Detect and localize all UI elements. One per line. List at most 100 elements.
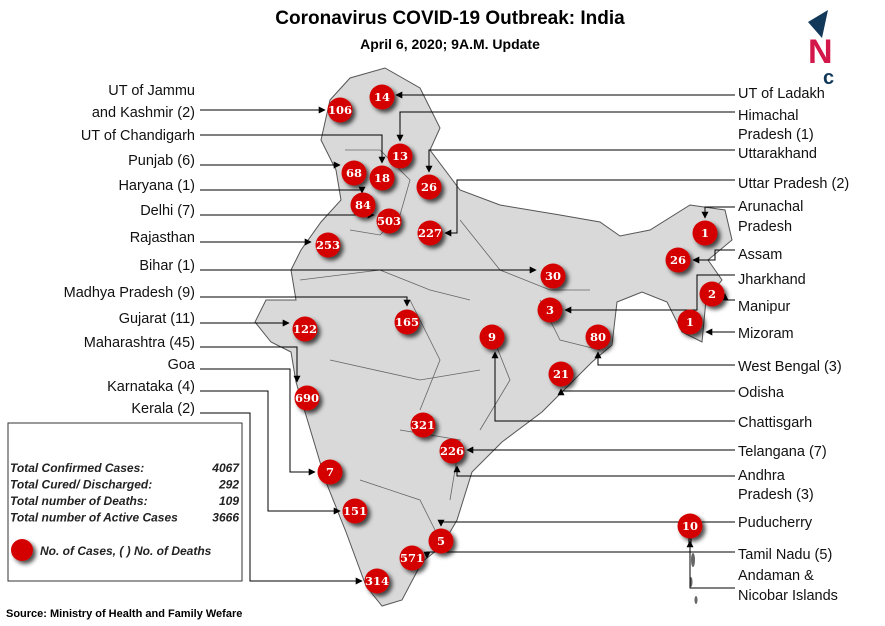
state-label-right: Odisha [738, 385, 785, 401]
case-marker: 503 [376, 208, 402, 234]
marker-circle-icon [410, 412, 436, 438]
marker-circle-icon [537, 297, 563, 323]
case-marker: 122 [292, 316, 318, 342]
case-count: 253 [316, 238, 340, 252]
marker-circle-icon [317, 459, 343, 485]
case-count: 314 [365, 574, 389, 588]
case-count: 3 [546, 303, 554, 317]
state-label-right: Arunachal [738, 199, 803, 215]
case-count: 2 [708, 287, 716, 301]
case-marker: 18 [369, 165, 395, 191]
case-marker: 2 [699, 281, 725, 307]
case-marker: 314 [364, 568, 390, 594]
case-marker: 226 [439, 438, 465, 464]
connector-arrow [453, 465, 735, 477]
case-count: 30 [545, 269, 561, 283]
case-count: 84 [355, 198, 371, 212]
case-marker: 151 [342, 498, 368, 524]
nc-logo: N c [808, 10, 834, 89]
state-label-left: Haryana (1) [118, 178, 195, 194]
case-count: 1 [686, 315, 694, 329]
case-marker: 30 [540, 263, 566, 289]
marker-circle-icon [294, 385, 320, 411]
state-label-right: Andhra [738, 468, 786, 484]
marker-circle-icon [548, 361, 574, 387]
summary-label: Total Cured/ Discharged: [10, 478, 152, 492]
marker-circle-icon [399, 545, 425, 571]
state-label-right: Mizoram [738, 326, 794, 342]
case-count: 503 [377, 214, 401, 228]
case-marker: 5 [428, 528, 454, 554]
state-label-left: UT of Chandigarh [81, 128, 195, 144]
case-marker: 10 [677, 513, 703, 539]
case-count: 151 [343, 504, 367, 518]
page-subtitle: April 6, 2020; 9A.M. Update [360, 36, 540, 52]
marker-circle-icon [416, 174, 442, 200]
case-count: 13 [392, 149, 408, 163]
case-marker: 7 [317, 459, 343, 485]
marker-circle-icon [699, 281, 725, 307]
state-label-left: UT of Jammu [108, 83, 195, 99]
state-label-right: Himachal [738, 108, 798, 124]
case-count: 122 [293, 322, 317, 336]
state-label-left: Karnataka (4) [107, 379, 195, 395]
marker-circle-icon [417, 220, 443, 246]
connector-arrow [200, 186, 366, 194]
case-marker: 84 [350, 192, 376, 218]
connector-arrow [692, 249, 735, 264]
state-label-right: Nicobar Islands [738, 588, 838, 604]
connector-arrow [200, 134, 386, 164]
state-label-left: Maharashtra (45) [84, 335, 195, 351]
case-count: 26 [421, 180, 437, 194]
state-label-right: Pradesh (1) [738, 127, 814, 143]
state-label-right: Assam [738, 247, 782, 263]
case-count: 226 [440, 444, 464, 458]
marker-circle-icon [585, 324, 611, 350]
case-count: 9 [488, 330, 496, 344]
connector-arrow [200, 412, 363, 585]
connector-arrow [557, 388, 735, 396]
marker-circle-icon [394, 309, 420, 335]
state-label-right: Puducherry [738, 515, 813, 531]
case-marker: 21 [548, 361, 574, 387]
case-count: 80 [590, 330, 606, 344]
connector-arrow [423, 551, 735, 559]
marker-circle-icon [439, 438, 465, 464]
legend-marker-icon [11, 539, 33, 561]
connector-arrow [444, 179, 735, 237]
connector-arrow [491, 351, 735, 422]
case-count: 68 [346, 166, 362, 180]
connector-arrow [437, 519, 735, 527]
case-count: 321 [411, 418, 435, 432]
connector-arrow [200, 368, 316, 476]
state-label-right: UT of Ladakh [738, 86, 825, 102]
state-label-right: Pradesh [738, 219, 792, 235]
connector-arrow [686, 540, 735, 589]
page-title: Coronavirus COVID-19 Outbreak: India [275, 8, 625, 29]
summary-label: Total number of Active Cases [10, 511, 178, 525]
marker-circle-icon [677, 513, 703, 539]
marker-circle-icon [342, 498, 368, 524]
case-marker: 1 [692, 220, 718, 246]
state-label-right: Telangana (7) [738, 444, 827, 460]
marker-circle-icon [540, 263, 566, 289]
marker-circle-icon [369, 84, 395, 110]
case-marker: 26 [416, 174, 442, 200]
connector-arrow [425, 149, 735, 173]
case-marker: 253 [315, 232, 341, 258]
state-label-left: Delhi (7) [140, 203, 195, 219]
state-label-left: Punjab (6) [128, 153, 195, 169]
connector-lines [200, 91, 735, 589]
case-marker: 165 [394, 309, 420, 335]
state-label-left: Madhya Pradesh (9) [64, 285, 195, 301]
state-label-right: Pradesh (3) [738, 487, 814, 503]
connector-arrow [564, 274, 735, 314]
left-labels: UT of Jammu and Kashmir (2) UT of Chandiga… [64, 83, 196, 417]
case-count: 571 [400, 551, 424, 565]
case-marker: 1 [677, 309, 703, 335]
case-count: 165 [395, 315, 419, 329]
connector-arrow [200, 390, 341, 515]
right-labels: UT of Ladakh Himachal Pradesh (1) Uttarakha… [738, 86, 849, 604]
